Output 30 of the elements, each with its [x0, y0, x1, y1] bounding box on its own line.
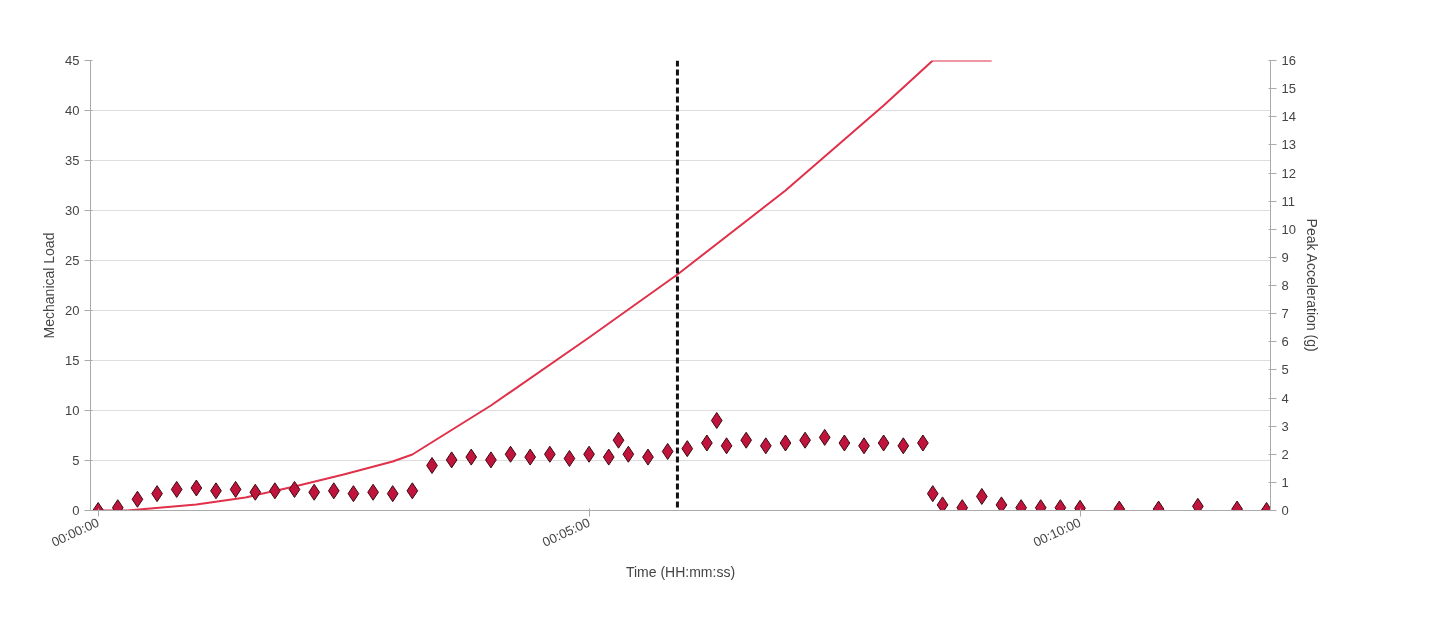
y2-tick-label: 10: [1281, 221, 1296, 237]
y-tick-label: 5: [72, 453, 80, 468]
y-tick-label: 45: [65, 53, 80, 68]
y2-tick-label: 6: [1281, 334, 1289, 350]
x-axis-title: Time (HH:mm:ss): [625, 564, 736, 581]
y2-tick-label: 12: [1281, 165, 1296, 181]
y-tick-label: 40: [65, 103, 80, 118]
y2-tick-label: 11: [1281, 193, 1295, 209]
y2-tick-label: 0: [1281, 503, 1289, 518]
y-tick-label: 15: [65, 353, 80, 368]
y-tick-label: 30: [65, 203, 80, 218]
y2-tick-label: 16: [1281, 53, 1296, 68]
y2-tick-label: 4: [1281, 390, 1289, 406]
y-tick-label: 35: [65, 153, 80, 168]
y2-tick-label: 13: [1281, 137, 1296, 153]
y2-tick-label: 1: [1281, 474, 1289, 490]
y2-tick-label: 7: [1281, 306, 1289, 322]
y2-tick-label: 2: [1281, 446, 1289, 462]
y2-tick-label: 8: [1281, 278, 1289, 293]
y-tick-label: 10: [65, 403, 80, 418]
y2-tick-label: 3: [1281, 418, 1289, 434]
y2-tick-label: 9: [1281, 249, 1289, 265]
y2-axis-title: Peak Acceleration (g): [1303, 218, 1320, 352]
y2-tick-label: 15: [1281, 81, 1296, 97]
y-tick-label: 0: [72, 503, 80, 518]
y2-tick-label: 14: [1281, 109, 1296, 125]
y-tick-label: 20: [65, 303, 80, 318]
y2-tick-label: 5: [1281, 362, 1289, 378]
y-axis-title: Mechanical Load: [41, 232, 58, 339]
y-tick-label: 25: [65, 253, 80, 268]
